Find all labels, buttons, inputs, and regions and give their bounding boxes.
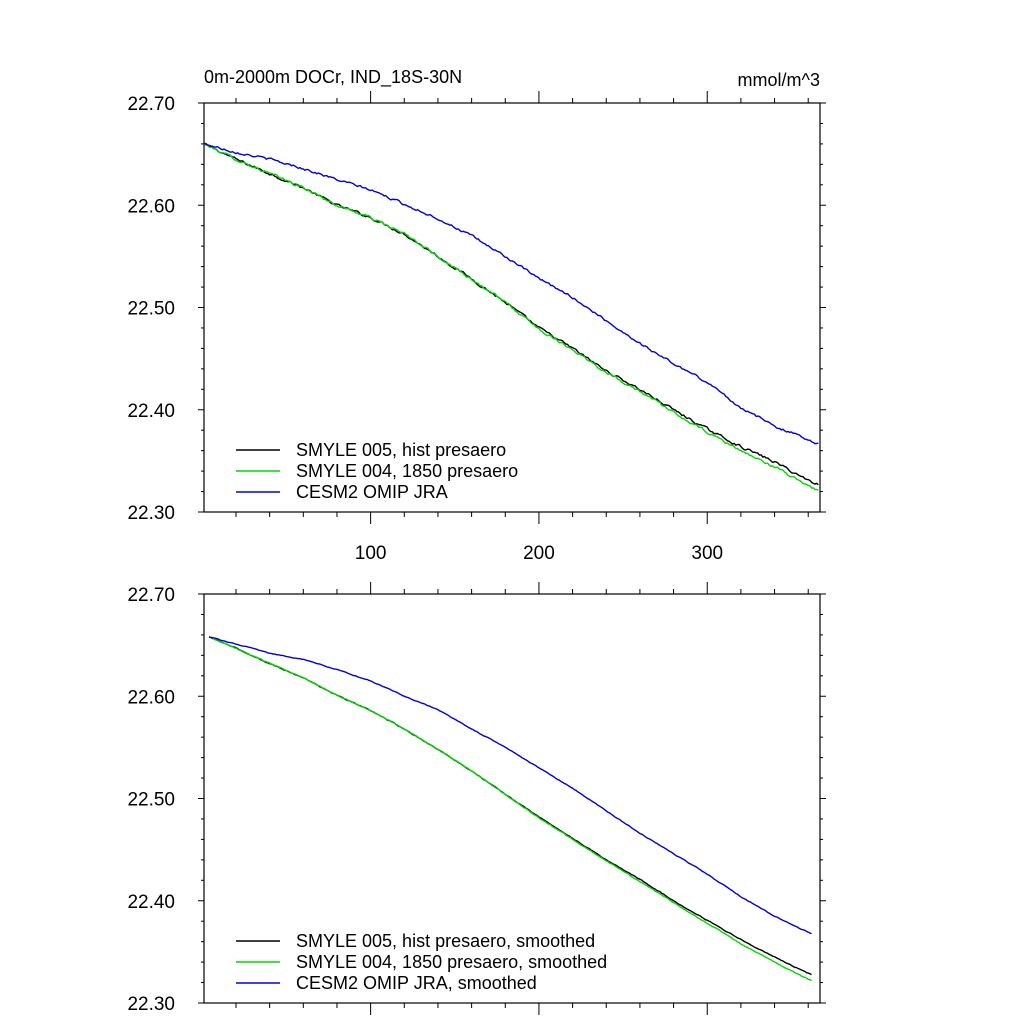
chart-title: 0m-2000m DOCr, IND_18S-30N [204, 67, 462, 88]
legend-label: CESM2 OMIP JRA, smoothed [296, 973, 537, 993]
legend-label: CESM2 OMIP JRA [296, 482, 448, 502]
series-lines [208, 636, 812, 982]
legend: SMYLE 005, hist presaero, smoothedSMYLE … [236, 931, 607, 993]
series-line-3 [208, 636, 812, 935]
axis-ticks [198, 582, 826, 1015]
y-tick-labels: 22.30 22.40 22.50 22.60 22.70 [127, 585, 175, 1015]
y-tick-labels: 22.30 22.40 22.50 22.60 22.70 [127, 94, 175, 524]
series-lines [203, 142, 819, 491]
legend-label: SMYLE 004, 1850 presaero, smoothed [296, 952, 607, 972]
x-tick-label: 200 [523, 543, 555, 564]
x-tick-label: 100 [355, 543, 387, 564]
legend-label: SMYLE 005, hist presaero, smoothed [296, 931, 595, 951]
y-tick-label: 22.70 [127, 585, 175, 606]
bottom-panel: 22.30 22.40 22.50 22.60 22.70 SMYLE 005, his… [127, 582, 826, 1015]
y-tick-label: 22.50 [127, 299, 175, 320]
units-label: mmol/m^3 [738, 70, 820, 90]
y-tick-label: 22.70 [127, 94, 175, 115]
legend-label: SMYLE 004, 1850 presaero [296, 461, 518, 481]
legend-label: SMYLE 005, hist presaero [296, 440, 506, 460]
y-tick-label: 22.60 [127, 196, 175, 217]
y-tick-label: 22.60 [127, 687, 175, 708]
y-tick-label: 22.40 [127, 401, 175, 422]
series-line-2 [208, 636, 812, 982]
y-tick-label: 22.40 [127, 892, 175, 913]
series-line-3 [203, 143, 819, 445]
series-line-2 [203, 143, 819, 491]
y-tick-label: 22.30 [127, 994, 175, 1015]
axis-ticks [198, 91, 826, 524]
y-tick-label: 22.50 [127, 790, 175, 811]
series-line-1 [208, 636, 812, 976]
x-tick-labels: 100 200 300 [355, 543, 723, 564]
x-tick-label: 300 [691, 543, 723, 564]
top-panel: 0m-2000m DOCr, IND_18S-30N mmol/m^3 22.3… [127, 67, 826, 564]
series-line-1 [203, 142, 819, 486]
y-tick-label: 22.30 [127, 503, 175, 524]
